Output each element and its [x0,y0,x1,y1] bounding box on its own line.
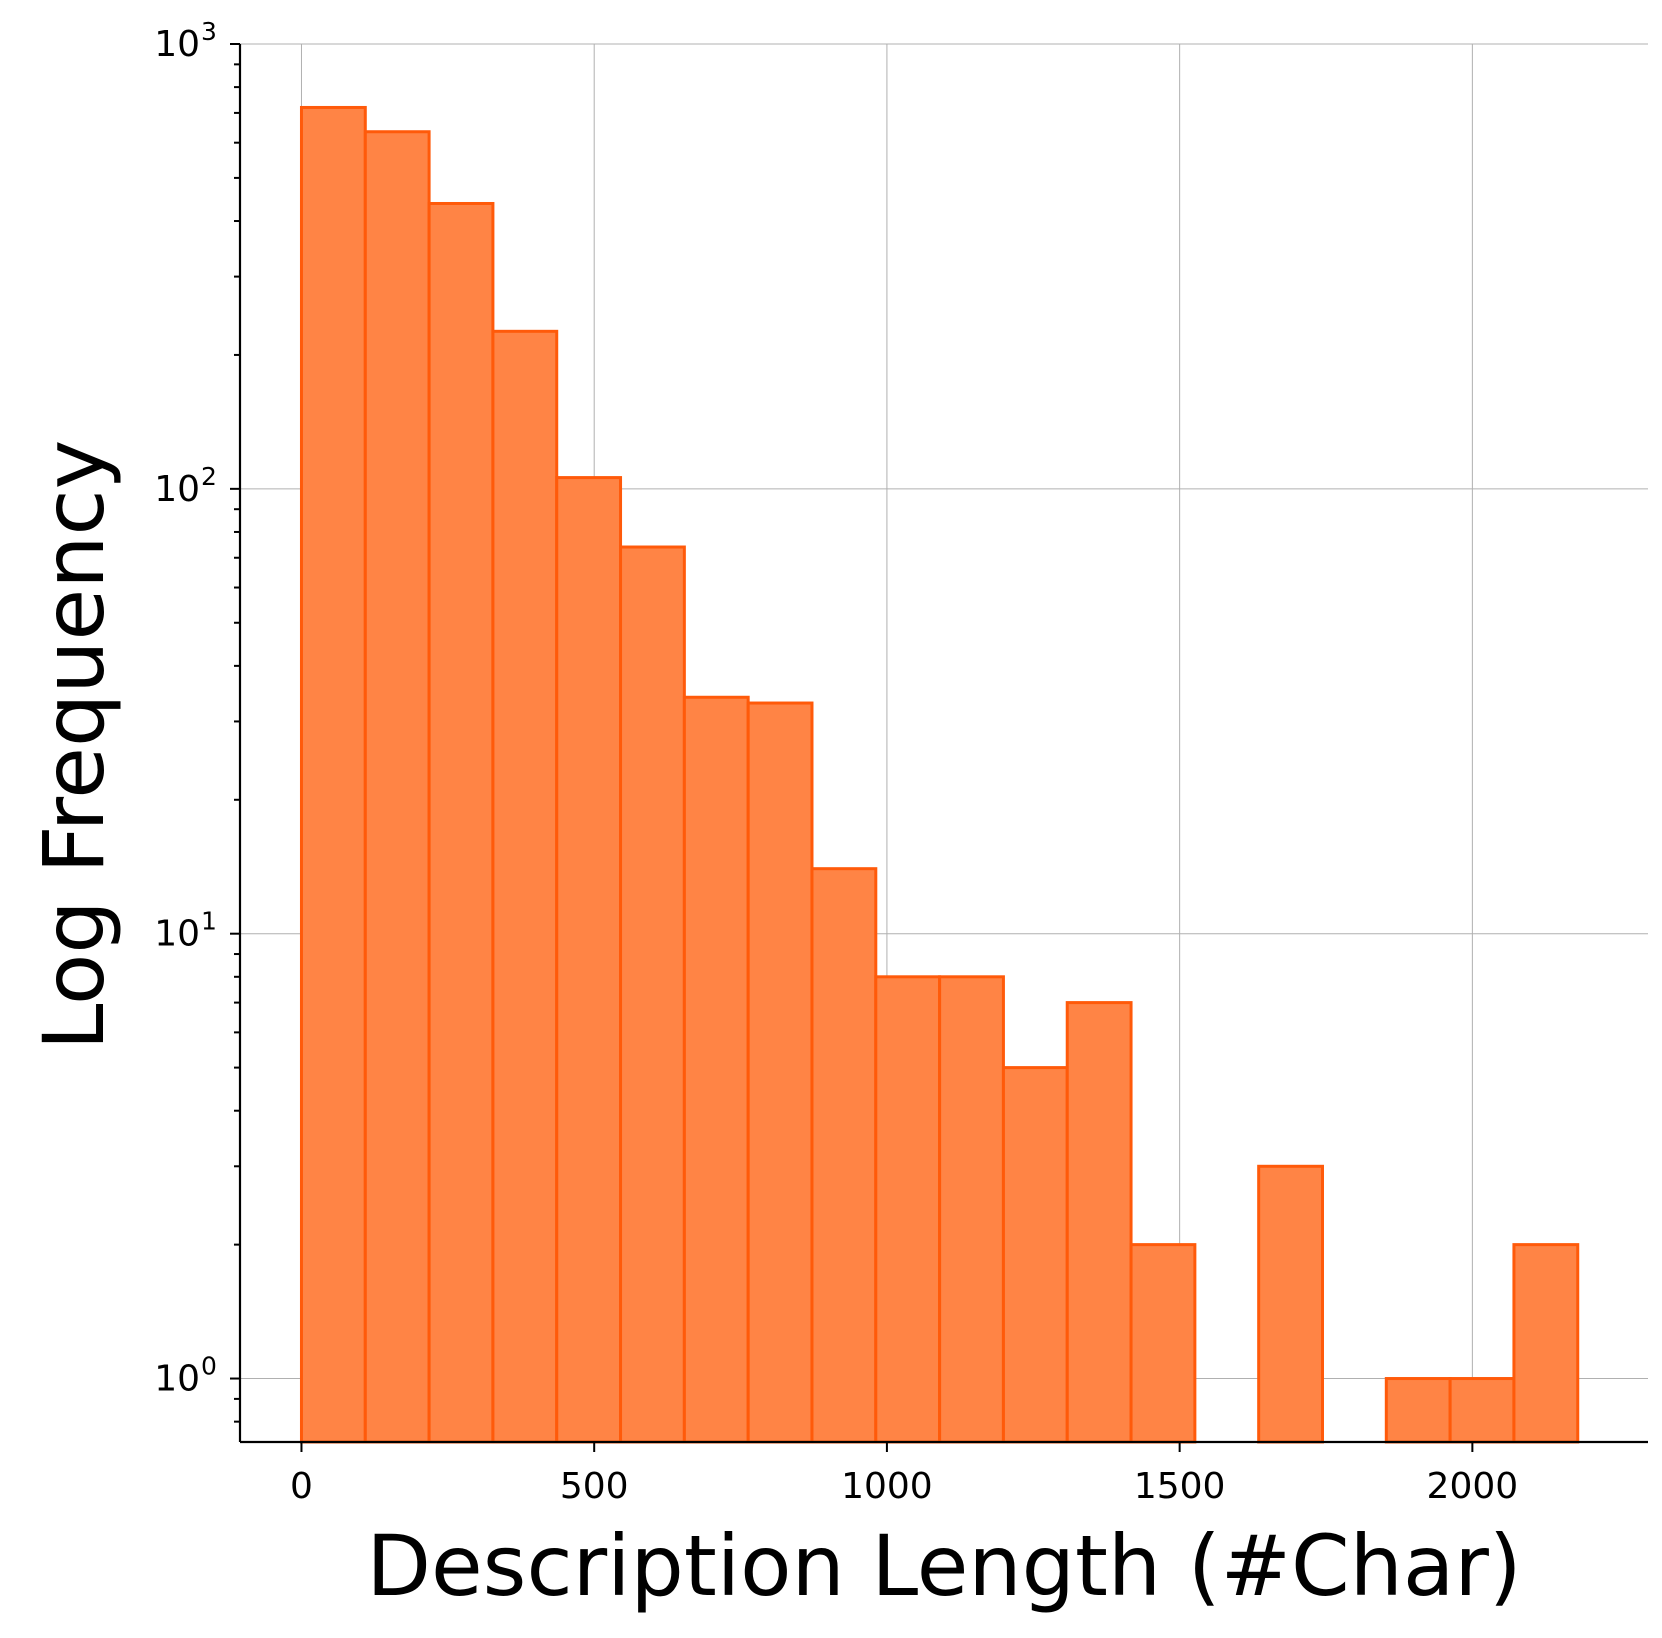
x-tick-label: 1000 [841,1466,933,1507]
y-tick-label-exponent: 2 [201,462,217,491]
histogram-bar [682,695,750,1444]
y-axis-label: Log Frequency [25,440,123,1051]
histogram-bar [299,105,367,1444]
histogram-bar [491,329,559,1444]
histogram-bar [1384,1377,1452,1444]
histogram-bar [1448,1377,1516,1444]
histogram-bar [619,545,686,1444]
x-tick-label: 2000 [1427,1466,1519,1507]
histogram-bar [938,975,1005,1444]
y-tick-label-base: 10 [154,469,200,510]
histogram-bar [746,701,814,1444]
y-tick-label-exponent: 3 [201,17,217,46]
x-tick-label: 500 [560,1466,629,1507]
histogram-bar [555,476,623,1444]
histogram-bar [1512,1243,1580,1444]
y-tick-label-base: 10 [154,914,200,955]
histogram-bar [363,130,431,1444]
x-tick-label: 1500 [1134,1466,1226,1507]
histogram-bars [299,105,1580,1444]
y-tick-label: 10 1 [154,907,217,955]
y-tick-label-base: 10 [154,1359,200,1400]
y-tick-label: 10 3 [154,17,217,65]
histogram-bar [1257,1164,1324,1444]
histogram-bar [874,975,942,1444]
x-axis-label: Description Length (#Char) [366,1517,1521,1615]
y-tick-label: 10 2 [154,462,217,510]
histogram-bar [1129,1243,1197,1444]
y-tick-label: 10 0 [154,1352,217,1400]
y-tick-label-exponent: 0 [201,1352,217,1381]
histogram-bar [1065,1001,1133,1444]
histogram-bar [427,201,495,1444]
x-tick-label: 0 [290,1466,313,1507]
histogram-bar [810,867,878,1444]
y-tick-label-exponent: 1 [201,907,217,936]
histogram-bar [1001,1066,1069,1444]
y-tick-label-base: 10 [154,24,200,65]
